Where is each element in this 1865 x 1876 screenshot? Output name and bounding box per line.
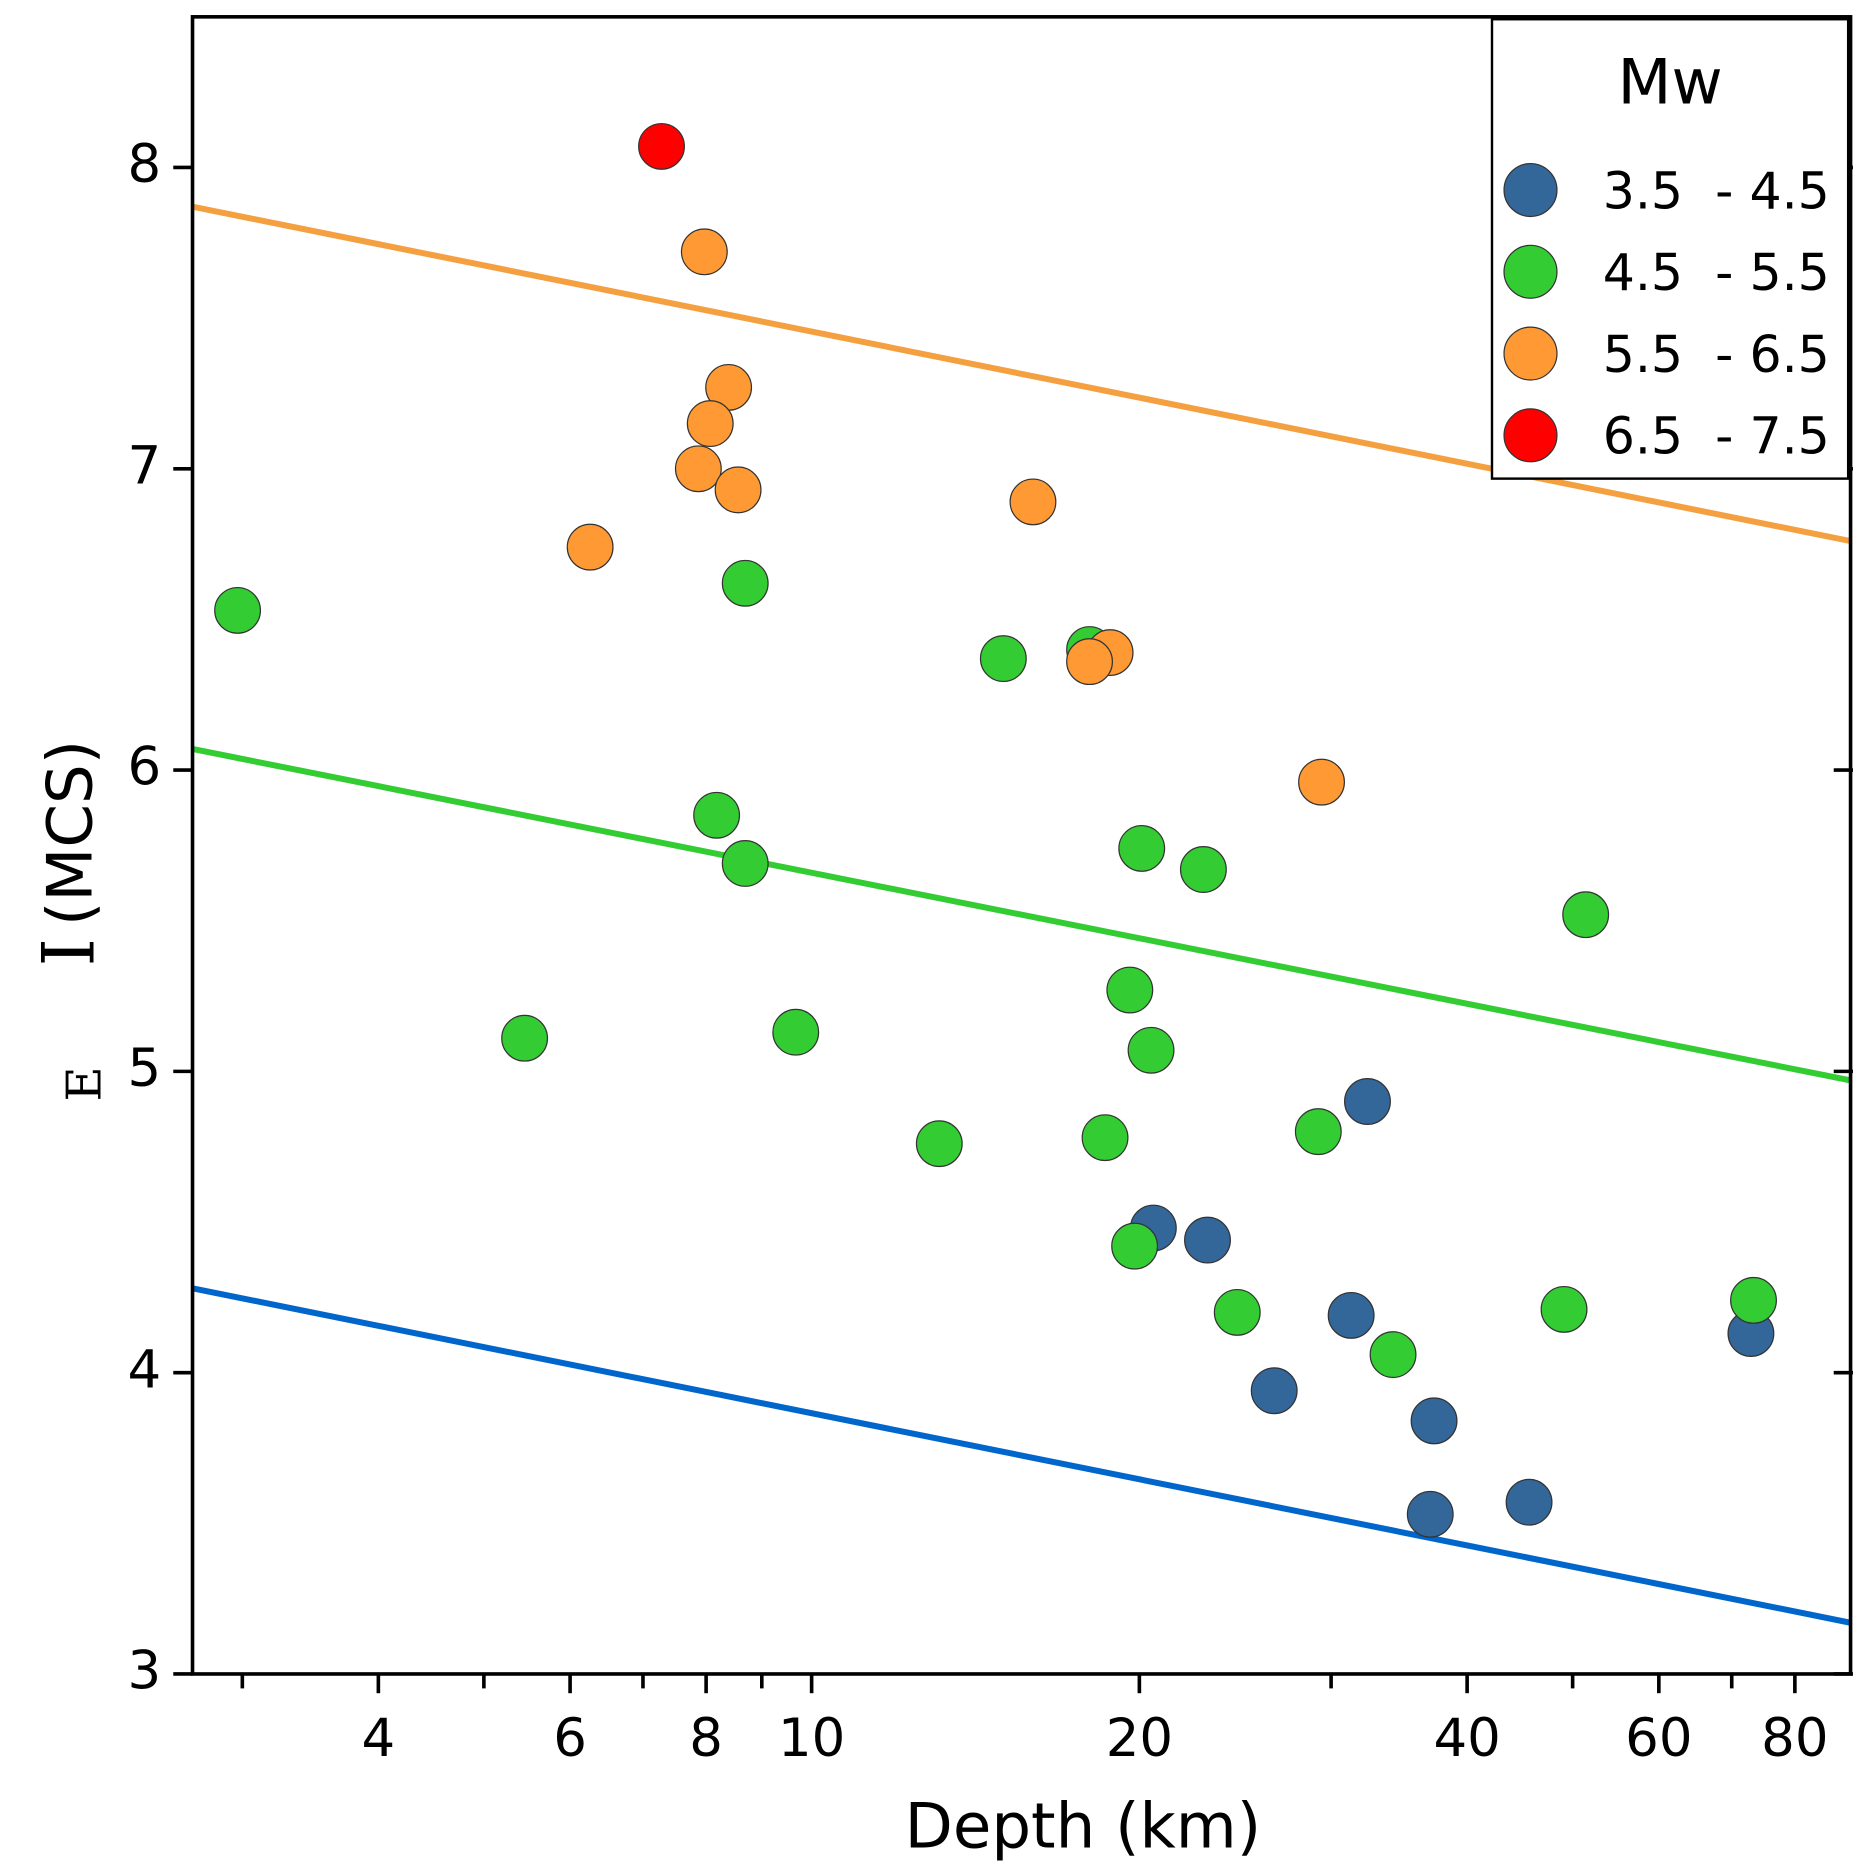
data-point: [721, 559, 769, 607]
data-point: [721, 840, 769, 887]
legend-marker: [1503, 326, 1558, 381]
x-tick-label: 4: [362, 1708, 396, 1769]
data-point: [1250, 1367, 1298, 1415]
fit-line: [192, 1285, 1851, 1626]
legend-label: 5.5 - 6.5: [1603, 325, 1830, 384]
data-point: [1298, 758, 1346, 806]
data-point: [680, 228, 728, 276]
fit-line: [192, 746, 1851, 1084]
data-point: [1327, 1291, 1375, 1339]
x-tick-label: 40: [1433, 1708, 1500, 1769]
data-point: [501, 1014, 549, 1062]
y-tick-label: 5: [128, 1038, 162, 1099]
data-point: [1009, 478, 1057, 526]
data-point: [1294, 1108, 1342, 1156]
y-label-main: I: [28, 938, 112, 967]
y-label-sub: E: [56, 1066, 112, 1101]
data-point: [674, 445, 722, 493]
data-point: [1406, 1490, 1454, 1538]
x-tick-label: 8: [689, 1708, 723, 1769]
data-point: [1066, 638, 1114, 686]
legend-label: 4.5 - 5.5: [1603, 243, 1830, 302]
data-point: [686, 400, 734, 448]
data-point: [1106, 966, 1154, 1014]
y-tick-label: 8: [128, 134, 162, 195]
data-point: [1127, 1026, 1175, 1074]
data-point: [1111, 1222, 1159, 1270]
data-point: [1179, 846, 1227, 893]
data-point: [214, 586, 262, 634]
x-tick-label: 10: [778, 1708, 845, 1769]
y-tick-label: 7: [128, 435, 162, 496]
legend-marker: [1503, 408, 1558, 463]
legend-title: Mw: [1618, 46, 1723, 119]
data-point: [714, 466, 762, 514]
legend-marker: [1503, 162, 1558, 218]
data-point: [1730, 1276, 1777, 1324]
data-point: [638, 122, 685, 170]
data-point: [1184, 1216, 1231, 1264]
data-point: [915, 1120, 963, 1168]
x-axis-label: Depth (km): [905, 1789, 1261, 1862]
data-point: [693, 791, 741, 839]
data-point: [1213, 1288, 1261, 1336]
legend-label: 6.5 - 7.5: [1603, 407, 1830, 466]
legend-box: [1490, 18, 1850, 480]
data-point: [1081, 1114, 1129, 1162]
plot-frame: [190, 15, 1853, 1676]
y-tick-label: 6: [128, 737, 162, 798]
data-point: [772, 1008, 820, 1056]
y-tick-label: 4: [128, 1339, 162, 1400]
y-axis-label: I E (MCS): [28, 740, 113, 1102]
x-tick-label: 60: [1625, 1708, 1692, 1769]
data-point: [1505, 1478, 1553, 1526]
data-point: [566, 523, 614, 571]
x-tick-label: 20: [1106, 1708, 1173, 1769]
y-label-rest: (MCS): [34, 740, 107, 926]
legend-marker: [1503, 244, 1558, 299]
y-tick-label: 3: [128, 1641, 162, 1702]
fit-line: [192, 203, 1851, 545]
data-point: [1118, 824, 1166, 872]
data-point: [1540, 1285, 1588, 1333]
x-tick-label: 80: [1761, 1708, 1828, 1769]
legend-label: 3.5 - 4.5: [1603, 161, 1830, 220]
data-point: [1410, 1397, 1458, 1445]
data-point: [1562, 891, 1610, 939]
x-tick-label: 6: [553, 1708, 587, 1769]
data-point: [979, 635, 1027, 683]
data-point: [1369, 1331, 1417, 1379]
data-point: [1344, 1078, 1391, 1125]
